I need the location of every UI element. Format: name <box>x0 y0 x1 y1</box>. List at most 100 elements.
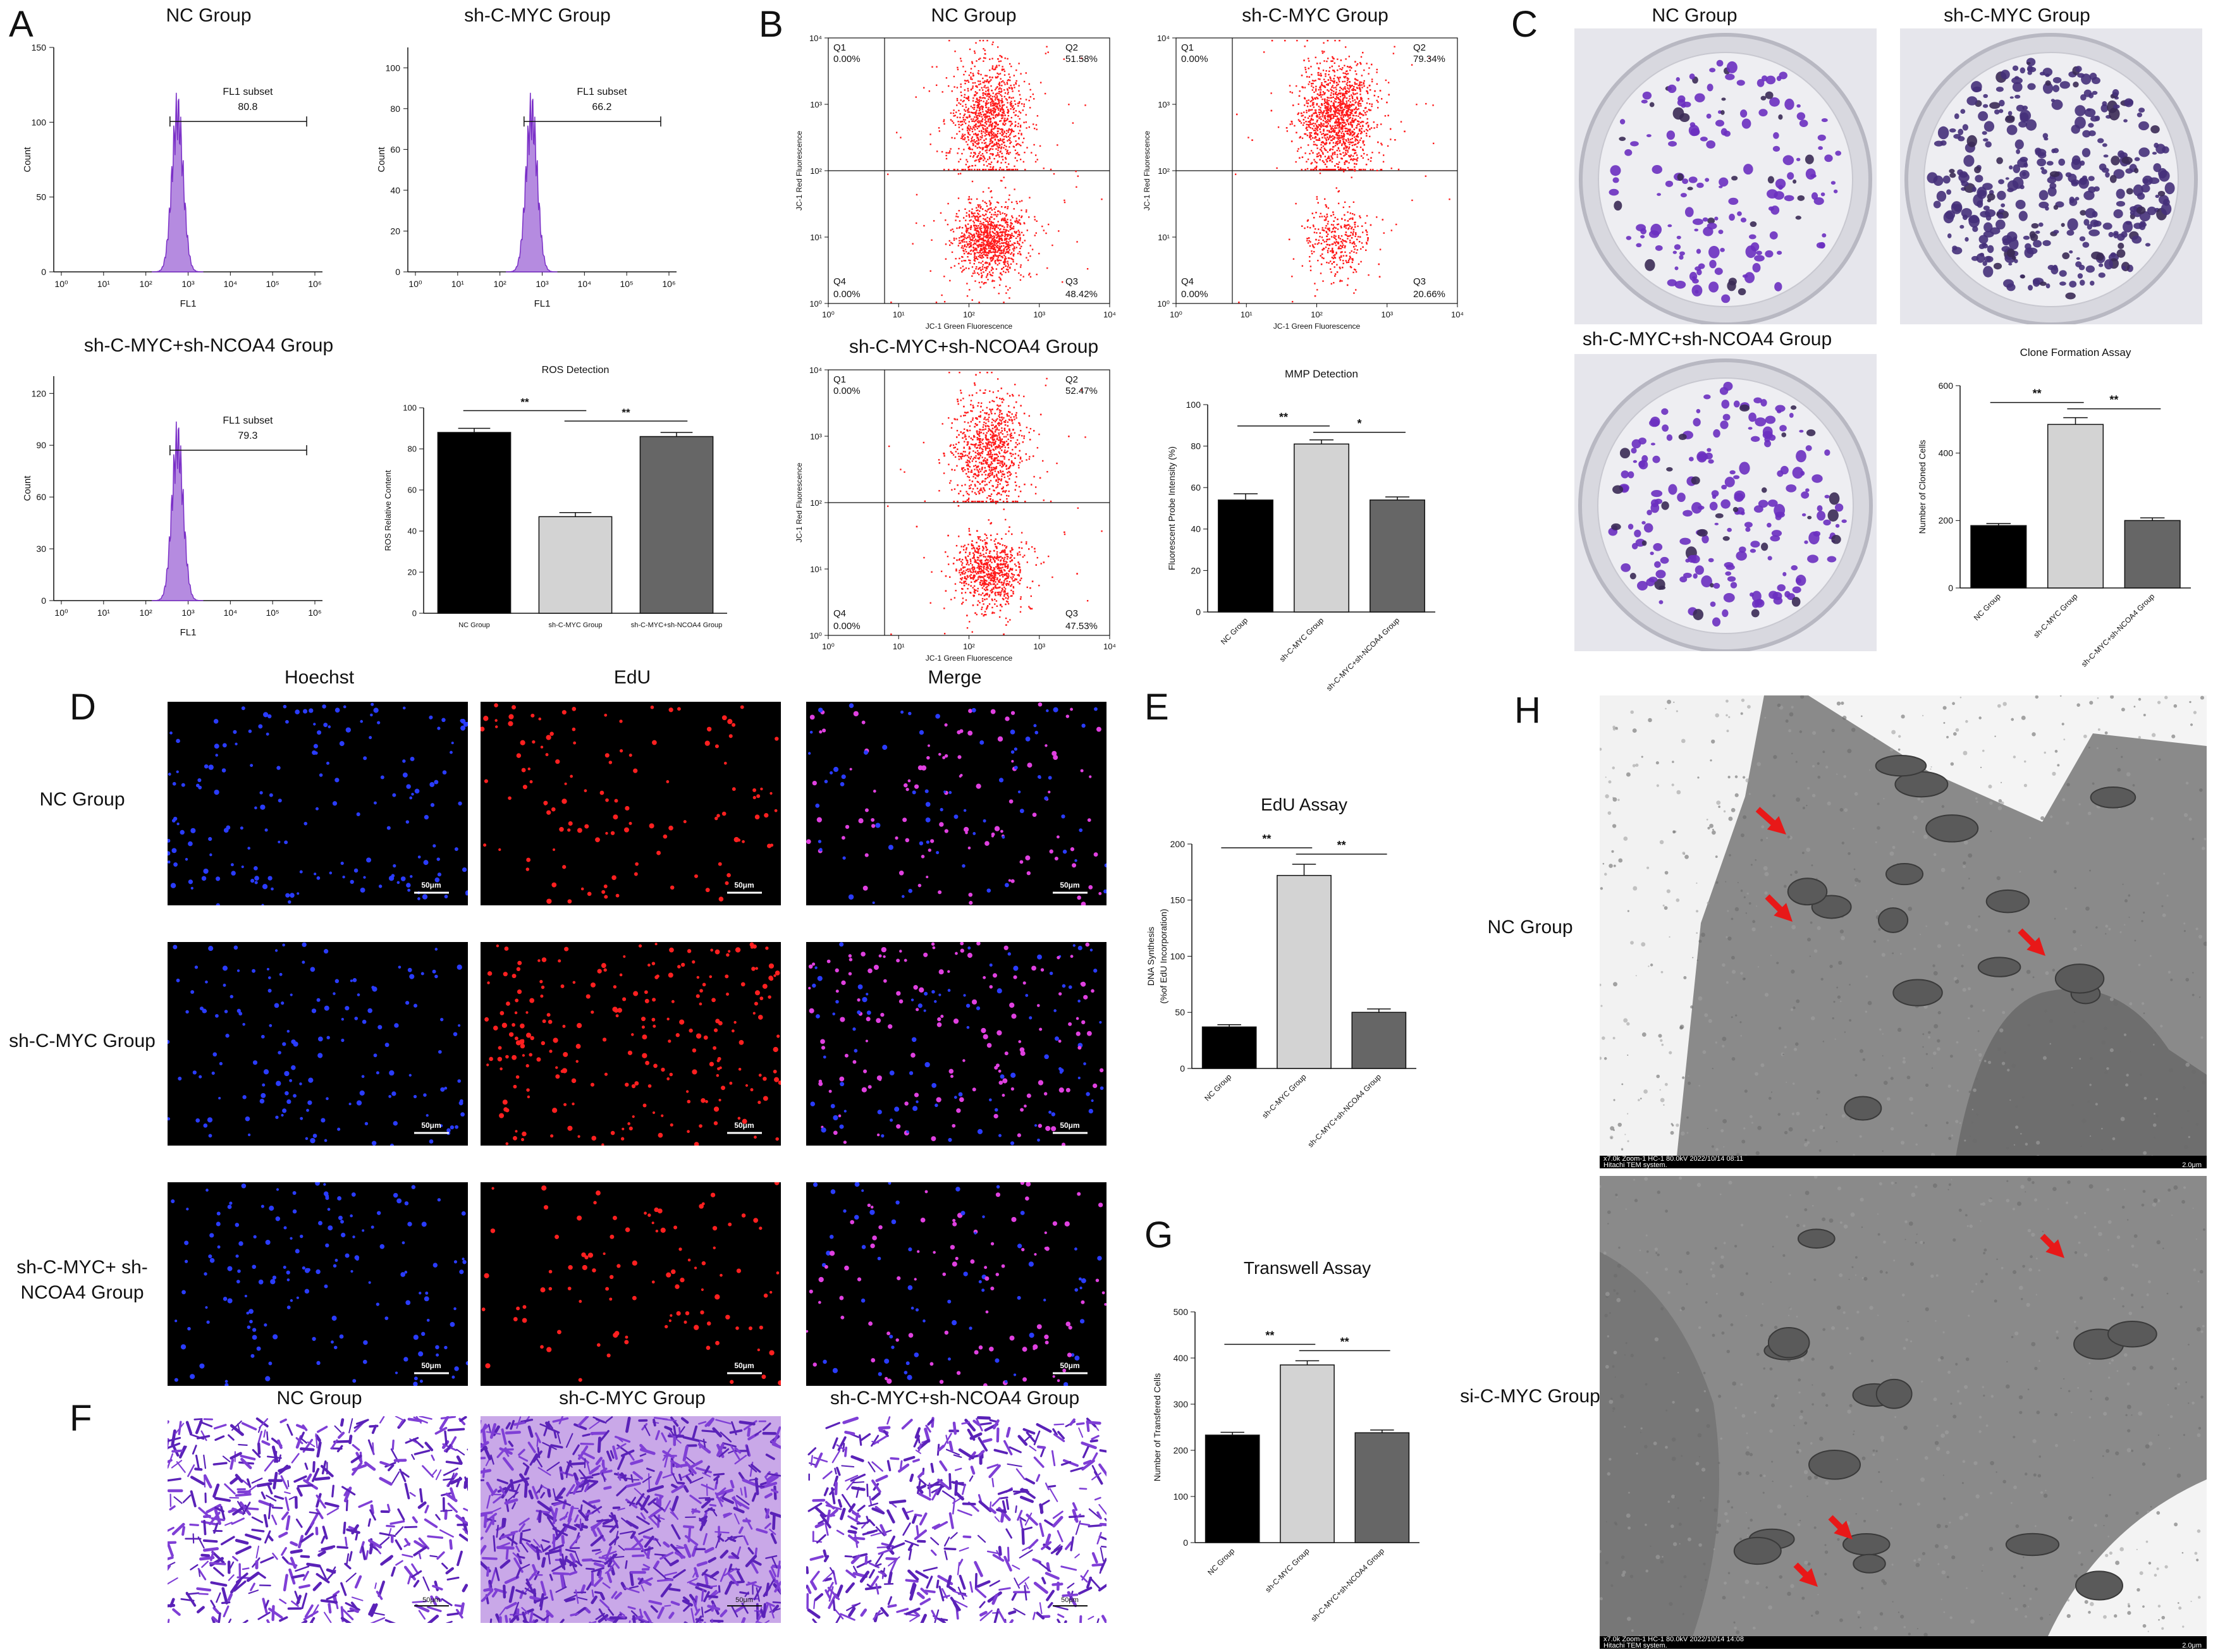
hist-x-tick-label: 10⁰ <box>408 279 422 289</box>
colony-title-1: NC Group <box>1652 5 1738 26</box>
hist-x-tick-label: 10⁴ <box>224 279 238 289</box>
flow-a-title-2: sh-C-MYC Group <box>464 5 611 26</box>
chart-x-tick-label: NC Group <box>1972 592 2002 622</box>
hist-x-tick-label: 10² <box>140 279 153 289</box>
scatter-x-tick-label: 10⁰ <box>1170 310 1182 319</box>
hist-x-tick-label: 10³ <box>181 279 195 289</box>
bar-1 <box>1294 443 1349 613</box>
chart-y-tick-label: 40 <box>408 527 417 536</box>
edu-row-combo: sh-C-MYC+ sh-NCOA4 Group <box>16 1257 148 1303</box>
scatter-y-tick-label: 10¹ <box>810 565 822 574</box>
tem-nucleus <box>1600 1252 1719 1649</box>
chart-x-tick-label: sh-C-MYC+sh-NCOA4 Group <box>1309 1546 1387 1624</box>
bar-0 <box>437 432 512 614</box>
edu-col-hoechst: Hoechst <box>284 667 355 688</box>
scatter-x-label: JC-1 Green Fluorescence <box>1273 322 1361 331</box>
scatter-points <box>1235 40 1450 303</box>
subset-label: FL1 subset <box>223 415 273 426</box>
red-arrow <box>1765 894 1793 922</box>
fluorescence-image-r1-c3: 50μm <box>806 702 1106 905</box>
chart-y-tick-label: 0 <box>1196 607 1201 617</box>
flow-a-title-1: NC Group <box>166 5 252 26</box>
edu-row-sh-cmyc: sh-C-MYC Group <box>9 1031 156 1051</box>
chart-x-tick-label: sh-C-MYC+sh-NCOA4 Group <box>1325 616 1402 693</box>
hist-y-tick-label: 0 <box>395 267 400 277</box>
significance-label: ** <box>520 396 529 408</box>
chart-y-label-2: (%of EdU Incorporation) <box>1158 909 1168 1003</box>
hist-x-tick-label: 10¹ <box>97 279 111 289</box>
significance-label: ** <box>1265 1329 1274 1342</box>
scatter-x-tick-label: 10⁴ <box>1451 310 1464 319</box>
hist-y-tick-label: 0 <box>41 267 46 277</box>
fluorescence-image-r1-c2: 50μm <box>481 702 781 905</box>
panel-letter-h: H <box>1514 690 1541 731</box>
q3-value: 20.66% <box>1413 289 1445 300</box>
flow-histogram-combo: 0 30 60 90 120 10⁰ 10¹ 10² 10³ 10⁴ 10⁵ 10⁶ FL1 Count F… <box>22 376 322 638</box>
q1-value: 0.00% <box>1181 54 1208 64</box>
tem-caption-nc-left2: Hitachi TEM system. <box>1603 1161 1667 1169</box>
chart-title: ROS Detection <box>542 365 610 376</box>
significance-label: ** <box>622 407 630 419</box>
subset-value: 79.3 <box>238 431 257 441</box>
scatter-y-tick-label: 10¹ <box>810 233 822 242</box>
scatter-x-tick-label: 10¹ <box>893 642 905 651</box>
chart-y-tick-label: 200 <box>1170 839 1186 849</box>
panel-letter-e: E <box>1144 687 1169 728</box>
subset-label: FL1 subset <box>223 87 273 97</box>
migrated-cells <box>481 1416 781 1623</box>
transwell-image-1: 50μm <box>168 1416 468 1623</box>
jc1-title-2: sh-C-MYC Group <box>1242 5 1388 26</box>
scatter-y-tick-label: 10² <box>810 166 822 176</box>
chart-y-tick-label: 0 <box>1948 583 1953 593</box>
chart-y-tick-label: 600 <box>1939 381 1954 391</box>
cell-nuclei <box>808 942 1104 1146</box>
cell-nuclei <box>171 1182 468 1386</box>
bar-1 <box>1280 1364 1335 1543</box>
scale-bar-label: 50μm <box>1061 1596 1079 1604</box>
hist-x-tick-label: 10³ <box>181 608 195 618</box>
hist-x-tick-label: 10⁵ <box>266 279 279 289</box>
significance-label: ** <box>1340 1335 1349 1348</box>
cell-nuclei <box>168 942 465 1146</box>
q4-value: 0.00% <box>1181 289 1208 300</box>
scale-bar: 50μm <box>414 1361 449 1374</box>
panel-letter-c: C <box>1511 4 1538 45</box>
hist-y-tick-label: 50 <box>36 192 46 202</box>
edu-row-nc: NC Group <box>39 789 125 810</box>
chart-title: Transwell Assay <box>1244 1258 1371 1278</box>
hist-y-tick-label: 60 <box>390 144 400 154</box>
chart-y-tick-label: 0 <box>412 609 417 618</box>
edu-col-edu: EdU <box>613 667 651 688</box>
scatter-y-tick-label: 10² <box>1158 166 1170 176</box>
chart-y-tick-label: 60 <box>408 486 417 495</box>
chart-x-tick-label: sh-C-MYC Group <box>549 621 603 629</box>
scatter-x-tick-label: 10⁴ <box>1103 310 1116 319</box>
hist-y-tick-label: 80 <box>390 104 400 114</box>
hist-y-label: Count <box>376 147 387 173</box>
significance-label: ** <box>2033 388 2042 400</box>
hist-y-label: Count <box>22 147 33 173</box>
cell-nuclei <box>168 702 468 905</box>
hist-x-tick-label: 10⁶ <box>662 279 675 289</box>
q2-label: Q2 <box>1065 42 1078 53</box>
transwell-title-3: sh-C-MYC+sh-NCOA4 Group <box>830 1388 1080 1409</box>
mmp-bar-chart: MMP Detection 0 20 40 60 80 100 Fluorescent Pro… <box>1167 368 1435 693</box>
scale-bar: 50μm <box>727 1596 762 1606</box>
scatter-y-tick-label: 10⁰ <box>809 299 822 309</box>
hist-x-tick-label: 10² <box>140 608 153 618</box>
tem-image-si-cmyc <box>1600 1176 2207 1649</box>
cell-nuclei <box>806 702 1106 905</box>
hist-x-tick-label: 10⁰ <box>54 608 68 618</box>
hist-y-tick-label: 40 <box>390 185 400 195</box>
cell-nuclei <box>484 942 781 1146</box>
panel-letter-a: A <box>9 4 34 45</box>
hist-x-tick-label: 10⁶ <box>308 279 321 289</box>
panel-letter-d: D <box>70 687 96 728</box>
bar-1 <box>1277 874 1332 1069</box>
q2-value: 51.58% <box>1065 54 1098 64</box>
scale-bar: 50μm <box>414 1596 449 1606</box>
migrated-cells <box>806 1416 1106 1623</box>
scale-bar: 50μm <box>727 1121 762 1134</box>
scatter-y-tick-label: 10³ <box>1158 100 1170 109</box>
hist-y-label: Count <box>22 475 33 501</box>
